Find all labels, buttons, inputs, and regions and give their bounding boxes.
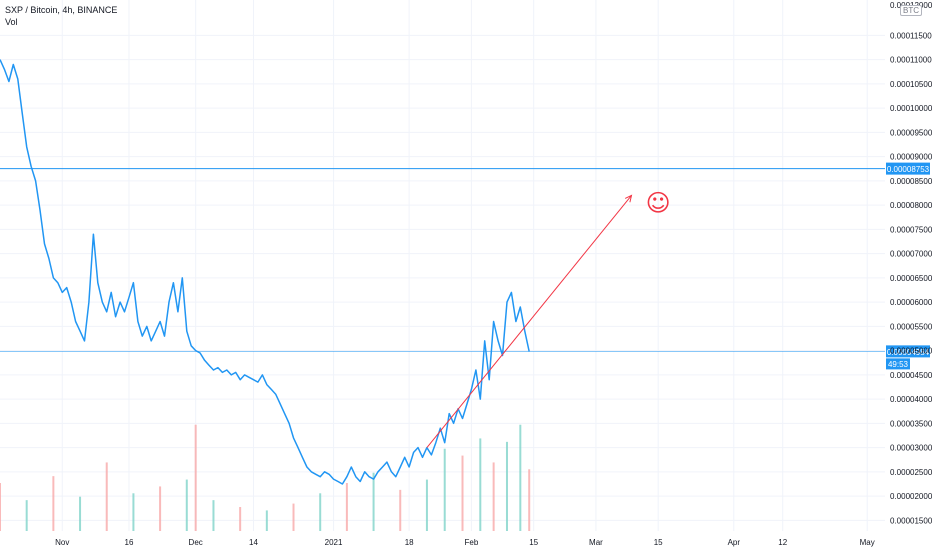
y-tick-label: 0.00004500: [890, 371, 932, 380]
volume-bar: [372, 472, 375, 531]
y-tick-label: 0.00006500: [890, 274, 932, 283]
volume-bar: [479, 438, 482, 531]
annotations[interactable]: ☺: [426, 189, 671, 448]
grid: [0, 0, 885, 531]
volume-bar: [52, 476, 55, 531]
x-axis[interactable]: Nov 16 Dec 14 2021 18 Feb 15 Mar 15 Apr 12 May: [55, 538, 875, 547]
volume-bar: [425, 479, 428, 531]
smiley-annotation: ☺: [646, 189, 671, 217]
x-tick-label: Nov: [55, 538, 69, 547]
volume-bar: [132, 493, 135, 531]
volume-bar: [292, 503, 295, 531]
volume-bars: [0, 424, 531, 531]
x-tick-label: 15: [654, 538, 663, 547]
level-price-label: 0.00004984: [887, 348, 930, 357]
countdown-tag: [886, 358, 910, 370]
y-tick-label: 0.00010500: [890, 80, 932, 89]
volume-bar: [319, 493, 322, 531]
y-axis[interactable]: 0.00001500 0.00002000 0.00002500 0.00003000…: [890, 1, 932, 525]
x-tick-label: 16: [125, 538, 134, 547]
volume-bar: [492, 462, 495, 531]
x-tick-label: 2021: [325, 538, 343, 547]
volume-bar: [185, 479, 188, 531]
x-tick-label: Mar: [589, 538, 603, 547]
volume-bar: [239, 507, 242, 531]
x-tick-label: 18: [405, 538, 414, 547]
level-price-label: 0.00008753: [887, 165, 930, 174]
volume-bar: [399, 489, 402, 531]
x-tick-label: 14: [249, 538, 258, 547]
volume-label[interactable]: Vol: [5, 17, 18, 27]
y-tick-label: 0.00004000: [890, 395, 932, 404]
chart-legend: SXP / Bitcoin, 4h, BINANCE Vol: [5, 4, 117, 28]
y-tick-label: 0.00003000: [890, 444, 932, 453]
volume-bar: [345, 483, 348, 531]
y-tick-label: 0.00006000: [890, 298, 932, 307]
y-tick-label: 0.00007000: [890, 250, 932, 259]
y-tick-label: 0.00011500: [890, 31, 932, 40]
price-line: [0, 59, 530, 485]
volume-bar: [25, 500, 28, 531]
y-tick-label: 0.00010000: [890, 104, 932, 113]
x-tick-label: May: [860, 538, 875, 547]
volume-bar: [505, 441, 508, 531]
volume-bar: [194, 424, 197, 531]
y-tick-label: 0.00001500: [890, 516, 932, 525]
volume-bar: [159, 486, 162, 531]
x-tick-label: Dec: [189, 538, 203, 547]
volume-bar: [0, 483, 1, 531]
trend-arrow-head: [624, 194, 633, 203]
trend-arrow: [426, 195, 632, 448]
x-tick-label: Feb: [465, 538, 479, 547]
y-tick-label: 0.00008500: [890, 177, 932, 186]
countdown-label: 49:53: [888, 360, 909, 369]
volume-bar: [265, 510, 268, 531]
y-tick-label: 0.00007500: [890, 225, 932, 234]
currency-badge[interactable]: BTC: [900, 5, 922, 16]
horizontal-levels[interactable]: 0.00008753 0.00004984 49:53: [0, 162, 930, 370]
volume-bar: [79, 496, 82, 531]
volume-bar: [461, 455, 464, 531]
volume-bar: [212, 500, 215, 531]
x-tick-label: 12: [778, 538, 787, 547]
y-tick-label: 0.00005500: [890, 322, 932, 331]
volume-bar: [105, 462, 108, 531]
y-tick-label: 0.00008000: [890, 201, 932, 210]
y-tick-label: 0.00002000: [890, 492, 932, 501]
volume-bar: [528, 469, 531, 531]
y-tick-label: 0.00009000: [890, 153, 932, 162]
symbol-title[interactable]: SXP / Bitcoin, 4h, BINANCE: [5, 5, 118, 15]
volume-bar: [519, 424, 522, 531]
level-price-tag: [886, 162, 930, 175]
y-tick-label: 0.00002500: [890, 468, 932, 477]
y-tick-label: 0.00011000: [890, 56, 932, 65]
y-tick-label: 0.00005000: [890, 347, 932, 356]
volume-bar: [443, 448, 446, 531]
y-tick-label: 0.00003500: [890, 419, 932, 428]
x-tick-label: Apr: [728, 538, 741, 547]
y-tick-label: 0.00009500: [890, 128, 932, 137]
x-tick-label: 15: [529, 538, 538, 547]
level-price-tag: [886, 345, 930, 358]
